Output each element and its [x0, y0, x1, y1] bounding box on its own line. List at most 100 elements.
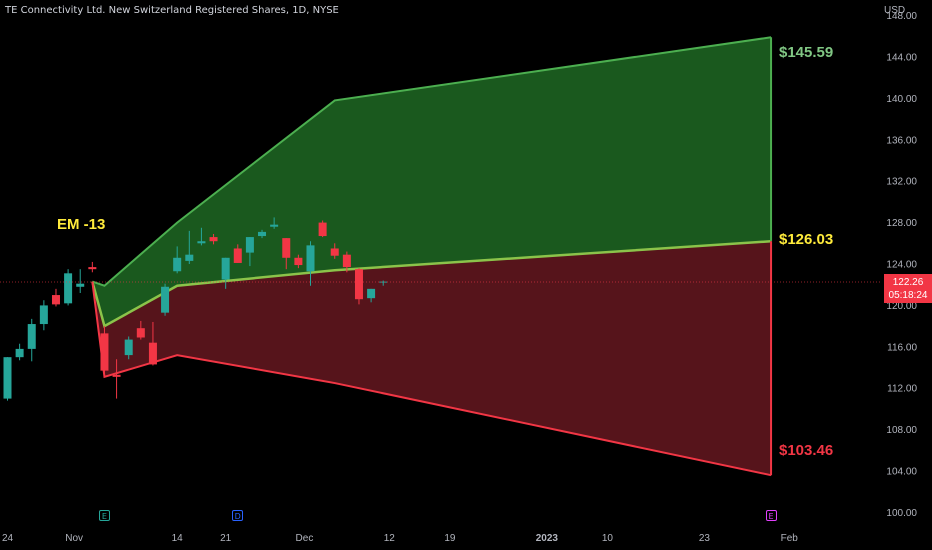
y-tick-label: 100.00	[886, 508, 917, 519]
candle-body	[148, 342, 157, 365]
candle-body	[197, 241, 206, 244]
candle-body	[318, 222, 327, 237]
candle	[185, 230, 194, 264]
x-tick-label: Feb	[781, 533, 799, 544]
candle-body	[185, 254, 194, 261]
x-tick-label: 19	[444, 533, 456, 544]
candle	[3, 357, 12, 401]
x-tick-label: 2023	[536, 533, 559, 544]
y-tick-label: 120.00	[886, 301, 917, 312]
candle-body	[3, 357, 12, 399]
expected-move-label: EM -13	[57, 216, 106, 233]
candle-body	[270, 224, 279, 227]
candle-body	[76, 283, 85, 287]
y-tick-label: 124.00	[886, 260, 917, 271]
lower-band-fill	[92, 241, 772, 476]
candle	[342, 251, 351, 273]
candle	[354, 268, 363, 305]
candle-body	[88, 267, 97, 270]
candle	[233, 244, 242, 263]
candle	[161, 283, 170, 316]
upper-level-label: $145.59	[779, 44, 834, 61]
event-marker-icon[interactable]: E	[98, 510, 110, 521]
candle	[282, 238, 291, 270]
lower-band-line	[91, 281, 772, 477]
candle-body	[15, 348, 24, 358]
candle	[245, 237, 254, 267]
x-tick-label: 12	[384, 533, 396, 544]
event-marker-icon[interactable]: E	[765, 510, 777, 521]
candle	[209, 233, 218, 245]
candle-body	[64, 273, 73, 304]
candle	[379, 280, 388, 286]
upper-band-line	[92, 36, 772, 287]
candle-body	[209, 237, 218, 242]
candle	[173, 246, 182, 274]
candle	[124, 336, 133, 360]
x-tick-label: Nov	[65, 533, 83, 544]
candle	[258, 229, 267, 239]
y-tick-label: 104.00	[886, 467, 917, 478]
candle-body	[27, 324, 36, 349]
lower-level-label: $103.46	[779, 442, 834, 459]
candle-body	[342, 254, 351, 268]
candle-body	[330, 248, 339, 256]
candle	[39, 300, 48, 331]
x-tick-label: Dec	[296, 533, 314, 544]
last-price-tag: 122.26 05:18:24	[884, 274, 932, 303]
y-tick-label: 148.00	[886, 11, 917, 22]
x-tick-label: 10	[602, 533, 614, 544]
candle	[367, 288, 376, 303]
candle	[51, 288, 60, 307]
time-axis[interactable]: 24 Nov 14 21 Dec 12 19 2023 10 23 Feb	[2, 533, 798, 544]
last-price-value: 122.26	[892, 277, 924, 288]
chart-title: TE Connectivity Ltd. New Switzerland Reg…	[5, 5, 339, 16]
candle	[15, 343, 24, 361]
y-tick-label: 140.00	[886, 94, 917, 105]
y-tick-label: 136.00	[886, 135, 917, 146]
candle-body	[136, 328, 145, 338]
price-axis[interactable]: 100.00 104.00 108.00 112.00 116.00 120.00 124.…	[886, 11, 917, 519]
candle-body	[161, 286, 170, 313]
candle-body	[354, 269, 363, 300]
candle-body	[294, 257, 303, 266]
candle	[294, 254, 303, 269]
candle	[136, 320, 145, 340]
candle	[318, 220, 327, 238]
candle	[76, 269, 85, 293]
x-tick-label: 23	[699, 533, 711, 544]
x-tick-label: 14	[172, 533, 184, 544]
candle	[270, 217, 279, 229]
candle	[27, 318, 36, 362]
event-marker-icon[interactable]: D	[232, 510, 244, 521]
candle-body	[367, 288, 376, 299]
candle	[330, 243, 339, 259]
candle-body	[245, 237, 254, 253]
y-tick-label: 116.00	[887, 342, 917, 353]
candle-body	[221, 257, 230, 280]
candle	[64, 269, 73, 306]
candle-body	[39, 305, 48, 325]
candle-body	[258, 231, 267, 237]
candle	[88, 261, 97, 273]
candle-body	[233, 248, 242, 263]
candlesticks	[3, 217, 388, 401]
expected-move-bands	[91, 36, 773, 477]
candle	[148, 321, 157, 366]
bar-countdown: 05:18:24	[888, 290, 928, 301]
y-tick-label: 112.00	[887, 384, 917, 395]
candle	[306, 241, 315, 286]
currency-label: USD	[884, 5, 906, 16]
candle-body	[379, 281, 388, 283]
x-tick-label: 24	[2, 533, 14, 544]
mid-band-line	[91, 239, 772, 328]
candle	[100, 326, 109, 376]
candle	[221, 257, 230, 289]
candle-body	[51, 295, 60, 305]
candle-body	[112, 374, 121, 377]
candle-body	[282, 238, 291, 258]
candle-body	[173, 257, 182, 272]
y-tick-label: 108.00	[886, 425, 917, 436]
candle-body	[124, 339, 133, 356]
